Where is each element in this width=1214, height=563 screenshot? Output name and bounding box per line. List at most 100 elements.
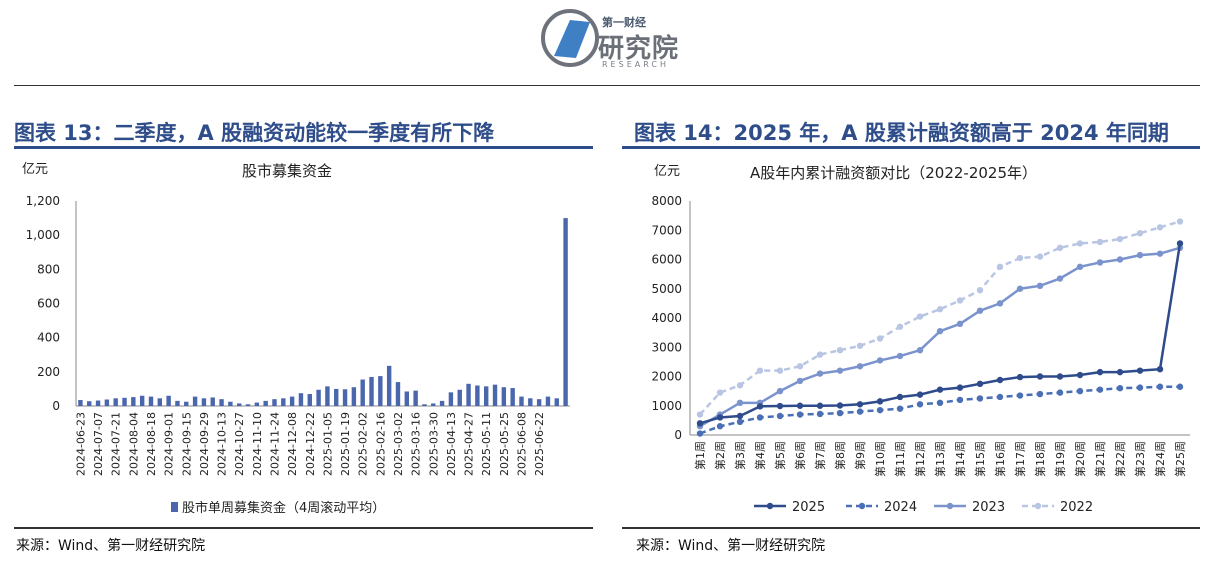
- left-title-rule: [14, 146, 593, 149]
- brand-logo: 第一财经 研究院 RESEARCH: [540, 4, 690, 76]
- bar: [395, 382, 401, 406]
- x-tick-label: 第11周: [893, 441, 907, 477]
- data-point-2024: [1176, 383, 1184, 390]
- bar: [139, 395, 145, 406]
- data-point-2025: [956, 384, 964, 391]
- data-point-2022: [796, 363, 804, 370]
- bar: [157, 398, 163, 406]
- x-tick-label: 2025-06-22: [533, 412, 546, 476]
- data-point-2023: [736, 399, 744, 407]
- legend-label: 股市单周募集资金（4周滚动平均）: [182, 500, 385, 516]
- data-point-2022: [1136, 229, 1144, 237]
- data-point-2025: [876, 398, 884, 405]
- data-point-2025: [936, 386, 944, 393]
- data-point-2024: [776, 412, 784, 420]
- data-point-2025: [796, 402, 804, 409]
- logo-sub-text: RESEARCH: [602, 60, 669, 69]
- left-source-note: 来源：Wind、第一财经研究院: [16, 538, 206, 554]
- data-point-2022: [776, 367, 784, 374]
- bar: [466, 383, 471, 406]
- bar: [554, 398, 559, 406]
- x-tick-label: 2024-07-21: [110, 412, 123, 476]
- data-point-2024: [716, 423, 724, 430]
- bar: [483, 386, 489, 406]
- data-point-2025: [736, 412, 744, 420]
- x-tick-label: 2024-11-10: [251, 412, 264, 476]
- x-tick-label: 2025-04-27: [463, 412, 476, 476]
- data-point-2025: [1016, 373, 1024, 381]
- data-point-2025: [1076, 371, 1084, 379]
- data-point-2024: [1136, 384, 1144, 391]
- bar: [316, 389, 321, 406]
- left-chart-title: 股市募集资金: [242, 162, 333, 180]
- data-point-2022: [1016, 254, 1024, 262]
- x-tick-label: 第1周: [693, 441, 707, 470]
- bar: [228, 401, 233, 406]
- data-point-2023: [1076, 263, 1084, 271]
- data-point-2023: [796, 377, 804, 385]
- data-point-2023: [1056, 275, 1064, 282]
- y-tick-label: 6000: [651, 253, 682, 267]
- x-tick-label: 2025-01-05: [321, 412, 334, 476]
- data-point-2025: [756, 403, 764, 410]
- data-point-2024: [976, 395, 984, 402]
- data-point-2023: [1156, 250, 1164, 257]
- data-point-2024: [696, 430, 704, 437]
- x-tick-label: 2024-09-15: [180, 412, 193, 476]
- data-point-2024: [876, 406, 884, 414]
- line-chart: 010002000300040005000600070008000第1周 第2周第…: [651, 194, 1190, 515]
- bar: [342, 389, 348, 406]
- data-point-2025: [896, 393, 904, 401]
- x-tick-label: 第7周: [813, 441, 827, 470]
- data-point-2022: [1096, 238, 1104, 246]
- data-point-2024: [1016, 392, 1024, 399]
- x-tick-label: 第8周: [833, 441, 847, 470]
- data-point-2022: [716, 389, 724, 396]
- bar: [307, 394, 312, 406]
- data-point-2025: [1056, 373, 1064, 380]
- data-point-2022: [936, 306, 944, 313]
- x-tick-label: 第25周: [1173, 441, 1187, 477]
- bar-chart: 0 200 400 600 800 1,000 1,200 2024-06-23 2024-07…: [26, 194, 570, 516]
- x-tick-label: 第21周: [1093, 441, 1107, 477]
- y-tick-label: 0: [674, 428, 682, 442]
- series-line-2023: [699, 246, 1181, 428]
- data-point-2022: [836, 346, 844, 354]
- x-tick-label: 第4周: [753, 441, 767, 470]
- y-tick-label: 400: [37, 331, 60, 345]
- bar: [113, 398, 118, 406]
- y-tick-label: 200: [37, 365, 60, 379]
- data-point-2024: [1096, 386, 1104, 393]
- x-tick-label: 第16周: [993, 441, 1007, 477]
- data-point-2023: [836, 367, 844, 374]
- bar: [131, 397, 136, 406]
- legend-label-2025: 2025: [792, 500, 825, 515]
- data-point-2025: [1096, 368, 1104, 376]
- data-point-2024: [756, 414, 764, 421]
- data-point-2022: [876, 335, 884, 342]
- data-point-2024: [936, 399, 944, 407]
- bar: [563, 218, 568, 406]
- data-point-2024: [1036, 390, 1044, 398]
- x-tick-label: 2025-04-13: [445, 412, 458, 476]
- bar: [378, 376, 383, 406]
- bar: [439, 400, 445, 406]
- data-point-2023: [1036, 282, 1044, 290]
- bar: [192, 396, 198, 406]
- data-point-2024: [916, 401, 924, 408]
- data-point-2022: [736, 382, 744, 389]
- x-tick-label: 2025-06-08: [515, 412, 528, 476]
- left-bottom-rule: [14, 527, 593, 529]
- x-tick-label: 第12周: [913, 441, 927, 477]
- legend-marker-2022: [1034, 502, 1042, 510]
- data-point-2023: [1116, 256, 1124, 263]
- data-point-2023: [996, 300, 1004, 307]
- data-point-2025: [916, 391, 924, 398]
- bar: [501, 387, 507, 406]
- legend-marker-2025: [766, 502, 774, 510]
- y-tick-label: 600: [37, 297, 60, 311]
- data-point-2025: [836, 402, 844, 409]
- x-tick-label: 2024-12-22: [304, 412, 317, 476]
- logo-top-text: 第一财经: [602, 16, 646, 29]
- bar: [78, 400, 83, 406]
